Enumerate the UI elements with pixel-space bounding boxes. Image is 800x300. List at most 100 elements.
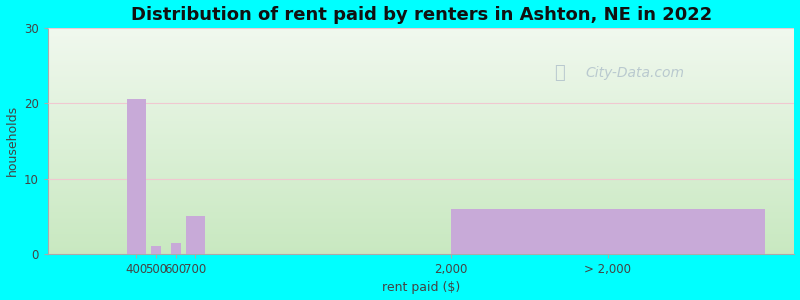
- Bar: [48, 170, 794, 171]
- Bar: [48, 146, 794, 147]
- Bar: [48, 69, 794, 70]
- Bar: [48, 97, 794, 98]
- Bar: [48, 30, 794, 31]
- Bar: [48, 187, 794, 188]
- Bar: [170, 243, 181, 254]
- Bar: [48, 185, 794, 186]
- Bar: [48, 203, 794, 204]
- Bar: [48, 236, 794, 237]
- Bar: [48, 94, 794, 95]
- Bar: [48, 242, 794, 243]
- Bar: [48, 245, 794, 246]
- Bar: [48, 188, 794, 189]
- Bar: [48, 38, 794, 39]
- Bar: [48, 149, 794, 150]
- Bar: [48, 124, 794, 125]
- Bar: [48, 206, 794, 207]
- Bar: [48, 108, 794, 109]
- Bar: [48, 219, 794, 220]
- Bar: [48, 56, 794, 57]
- Bar: [48, 101, 794, 102]
- Bar: [48, 59, 794, 60]
- Bar: [48, 76, 794, 77]
- Bar: [48, 129, 794, 130]
- Bar: [48, 37, 794, 38]
- Bar: [48, 93, 794, 94]
- Bar: [48, 88, 794, 89]
- Bar: [48, 78, 794, 79]
- Bar: [48, 33, 794, 34]
- Bar: [48, 155, 794, 156]
- Bar: [48, 166, 794, 167]
- Bar: [48, 167, 794, 168]
- Bar: [48, 140, 794, 141]
- Bar: [48, 141, 794, 142]
- Bar: [48, 246, 794, 247]
- Bar: [48, 98, 794, 99]
- Bar: [48, 226, 794, 227]
- Bar: [48, 157, 794, 158]
- Bar: [48, 40, 794, 41]
- Bar: [48, 221, 794, 222]
- Bar: [48, 79, 794, 80]
- Bar: [48, 189, 794, 190]
- Bar: [48, 234, 794, 235]
- Bar: [48, 239, 794, 240]
- Bar: [48, 143, 794, 144]
- Bar: [48, 122, 794, 123]
- Bar: [48, 82, 794, 83]
- Bar: [48, 136, 794, 137]
- Bar: [48, 138, 794, 139]
- Bar: [48, 65, 794, 66]
- Bar: [48, 202, 794, 203]
- Bar: [48, 123, 794, 124]
- Bar: [48, 72, 794, 73]
- Bar: [48, 214, 794, 215]
- Bar: [48, 198, 794, 199]
- Bar: [48, 144, 794, 145]
- Bar: [48, 186, 794, 187]
- Bar: [48, 151, 794, 152]
- Bar: [48, 208, 794, 209]
- Bar: [48, 178, 794, 179]
- Bar: [48, 253, 794, 254]
- Bar: [48, 192, 794, 193]
- Bar: [48, 154, 794, 155]
- Bar: [48, 109, 794, 110]
- Bar: [48, 81, 794, 82]
- Bar: [48, 158, 794, 159]
- Bar: [48, 57, 794, 58]
- Bar: [48, 210, 794, 211]
- Bar: [48, 133, 794, 134]
- Bar: [48, 106, 794, 107]
- Bar: [48, 54, 794, 55]
- Bar: [48, 225, 794, 226]
- Bar: [48, 29, 794, 30]
- Bar: [48, 215, 794, 216]
- Bar: [48, 150, 794, 151]
- Bar: [48, 177, 794, 178]
- Bar: [48, 223, 794, 224]
- Bar: [126, 99, 146, 254]
- Bar: [48, 233, 794, 234]
- Bar: [48, 75, 794, 76]
- Bar: [48, 118, 794, 119]
- Bar: [48, 70, 794, 71]
- Bar: [48, 216, 794, 217]
- Bar: [48, 204, 794, 205]
- Bar: [186, 216, 205, 254]
- Bar: [48, 83, 794, 84]
- Bar: [151, 246, 161, 254]
- Bar: [48, 31, 794, 32]
- Bar: [48, 89, 794, 90]
- Bar: [48, 241, 794, 242]
- Bar: [48, 51, 794, 52]
- Bar: [48, 197, 794, 198]
- Bar: [48, 100, 794, 101]
- Bar: [48, 52, 794, 53]
- Bar: [48, 179, 794, 180]
- Bar: [48, 112, 794, 113]
- Bar: [48, 163, 794, 164]
- Bar: [48, 145, 794, 146]
- Bar: [48, 191, 794, 192]
